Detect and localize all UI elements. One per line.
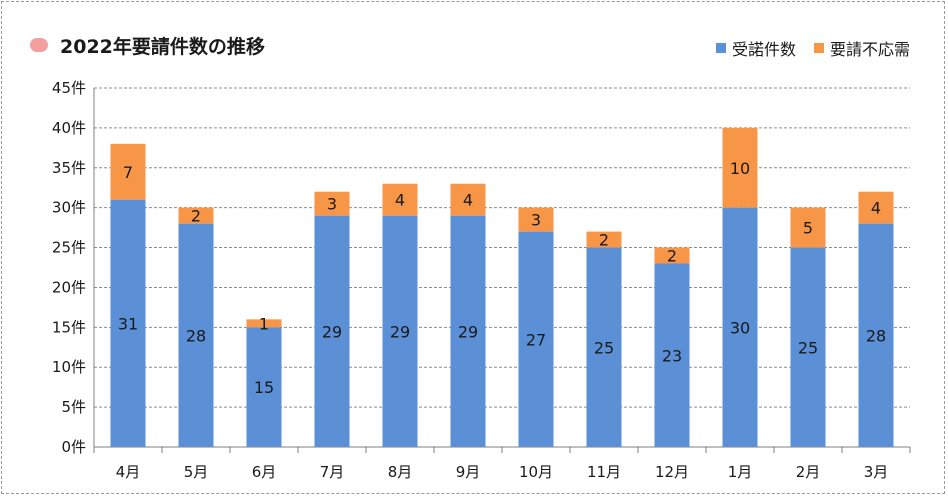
chart-title-group: 2022年要請件数の推移: [30, 30, 265, 60]
bar-declined: [314, 191, 350, 216]
bar-accepted: [450, 215, 486, 447]
x-tick-label: 8月: [388, 463, 413, 481]
data-label-declined: 3: [327, 195, 337, 214]
legend-swatch-declined: [813, 43, 824, 53]
x-tick-label: 6月: [252, 463, 277, 481]
x-tick-label: 12月: [655, 463, 689, 481]
data-label-accepted: 30: [730, 318, 750, 337]
chart-legend: 受諾件数 要請不応需: [698, 36, 910, 60]
data-label-accepted: 28: [866, 326, 886, 345]
y-tick-label: 0件: [61, 438, 86, 456]
data-label-declined: 2: [191, 207, 201, 226]
data-label-declined: 2: [667, 247, 677, 266]
legend-item-declined: 要請不応需: [813, 36, 910, 60]
data-label-accepted: 29: [322, 322, 342, 341]
data-label-declined: 5: [803, 219, 813, 238]
bar-declined: [382, 183, 418, 216]
data-label-accepted: 23: [662, 346, 682, 365]
x-tick-label: 2月: [796, 463, 821, 481]
bar-accepted: [178, 223, 214, 447]
data-label-accepted: 31: [118, 314, 138, 333]
data-label-accepted: 15: [254, 378, 274, 397]
data-label-accepted: 29: [390, 322, 410, 341]
y-tick-label: 25件: [52, 239, 86, 257]
data-label-accepted: 27: [526, 330, 546, 349]
data-label-accepted: 25: [798, 338, 818, 357]
bar-declined: [586, 231, 622, 248]
bar-accepted: [518, 231, 554, 447]
data-label-declined: 4: [871, 199, 881, 218]
x-tick-label: 7月: [320, 463, 345, 481]
x-tick-label: 11月: [587, 463, 621, 481]
bar-declined: [178, 207, 214, 224]
data-label-accepted: 25: [594, 338, 614, 357]
y-tick-label: 35件: [52, 159, 86, 177]
bar-declined: [246, 319, 282, 328]
data-label-declined: 4: [395, 191, 405, 210]
bar-declined: [858, 191, 894, 224]
y-tick-label: 5件: [61, 398, 86, 416]
y-tick-label: 40件: [52, 119, 86, 137]
bar-accepted: [722, 207, 758, 447]
data-label-accepted: 29: [458, 322, 478, 341]
legend-item-accepted: 受諾件数: [715, 36, 796, 60]
data-label-declined: 2: [599, 231, 609, 250]
x-tick-label: 4月: [116, 463, 141, 481]
data-label-declined: 4: [463, 191, 473, 210]
y-tick-label: 10件: [52, 358, 86, 376]
bar-declined: [654, 247, 690, 264]
data-label-accepted: 28: [186, 326, 206, 345]
data-label-declined: 10: [730, 159, 750, 178]
y-tick-label: 15件: [52, 318, 86, 336]
x-tick-label: 5月: [184, 463, 209, 481]
bar-accepted: [110, 199, 146, 447]
bar-accepted: [858, 223, 894, 447]
bar-declined: [722, 127, 758, 208]
x-tick-label: 10月: [519, 463, 553, 481]
data-label-declined: 1: [259, 314, 269, 333]
bar-declined: [110, 143, 146, 200]
x-tick-label: 9月: [456, 463, 481, 481]
y-tick-label: 30件: [52, 199, 86, 217]
bar-accepted: [586, 247, 622, 447]
legend-label-declined: 要請不応需: [829, 40, 910, 59]
data-label-declined: 7: [123, 163, 133, 182]
y-tick-label: 20件: [52, 278, 86, 296]
x-tick-label: 3月: [864, 463, 889, 481]
bar-accepted: [314, 215, 350, 447]
bar-declined: [790, 207, 826, 248]
x-tick-label: 1月: [728, 463, 753, 481]
y-tick-label: 45件: [52, 79, 86, 97]
bar-accepted: [654, 263, 690, 447]
bar-declined: [450, 183, 486, 216]
bar-declined: [518, 207, 554, 232]
chart-title: 2022年要請件数の推移: [60, 35, 265, 58]
bar-accepted: [246, 327, 282, 447]
data-label-declined: 3: [531, 211, 541, 230]
legend-label-accepted: 受諾件数: [731, 40, 796, 59]
title-marker-icon: [30, 38, 48, 52]
bar-accepted: [382, 215, 418, 447]
bar-accepted: [790, 247, 826, 447]
legend-swatch-accepted: [715, 43, 726, 53]
